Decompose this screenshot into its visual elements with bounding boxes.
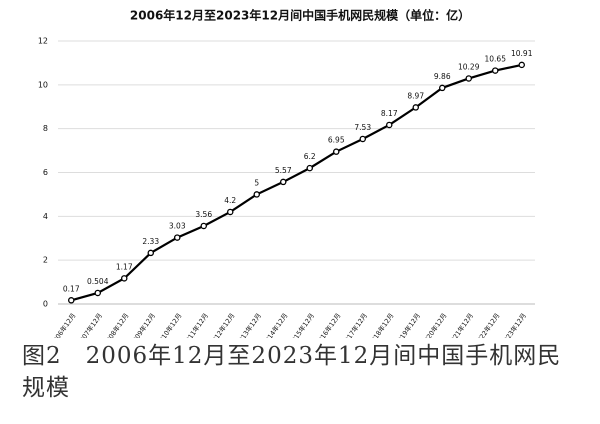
x-tick-label: 2010年12月 (154, 311, 183, 338)
line (70, 63, 522, 302)
y-tick-label: 0 (43, 300, 48, 309)
marker (306, 164, 313, 172)
figure-caption: 图2 2006年12月至2023年12月间中国手机网民规模 (22, 343, 562, 401)
value-label: 3.56 (195, 210, 212, 219)
value-label: 0.17 (63, 284, 80, 293)
x-tick-label: 2017年12月 (340, 311, 369, 338)
chart: 2006年12月至2023年12月间中国手机网民规模（单位：亿） 0 2 4 6 8 10… (38, 8, 535, 338)
y-tick-label: 8 (43, 124, 48, 133)
marker (226, 208, 234, 216)
marker (332, 148, 340, 155)
y-tick-label: 6 (43, 168, 48, 177)
chart-title: 2006年12月至2023年12月间中国手机网民规模（单位：亿） (130, 8, 470, 23)
marker (253, 191, 260, 198)
x-tick-label: 2011年12月 (181, 311, 210, 338)
x-tick-label: 2012年12月 (207, 311, 236, 338)
value-label: 8.17 (381, 109, 398, 118)
x-tick-label: 2008年12月 (101, 311, 130, 338)
marker (385, 121, 393, 129)
x-tick-label: 2007年12月 (75, 311, 104, 338)
marker (465, 75, 472, 82)
marker (438, 84, 446, 92)
value-label: 6.95 (328, 136, 345, 145)
x-tick-label: 2019年12月 (393, 311, 422, 338)
value-label: 6.2 (304, 152, 316, 161)
value-label: 10.91 (511, 49, 533, 58)
x-tick-label: 2014年12月 (260, 311, 289, 338)
value-label: 7.53 (354, 123, 371, 132)
x-tick-label: 2021年12月 (446, 311, 475, 338)
y-tick-label: 10 (38, 80, 48, 89)
value-label: 3.03 (169, 222, 186, 231)
marker (200, 222, 207, 230)
x-tick-label: 2015年12月 (287, 311, 316, 338)
x-tick-label: 2009年12月 (128, 311, 157, 338)
x-tick-label: 2018年12月 (366, 311, 395, 338)
value-label: 8.97 (407, 91, 424, 100)
value-label: 10.29 (458, 62, 480, 71)
x-tick-label: 2006年12月 (48, 311, 77, 338)
value-label: 2.33 (142, 237, 159, 246)
marker (68, 297, 75, 304)
y-tick-label: 12 (38, 37, 48, 46)
x-tick-label: 2020年12月 (419, 311, 448, 338)
marker (94, 289, 102, 297)
x-tick-label: 2016年12月 (313, 311, 342, 338)
marker (518, 61, 526, 69)
x-tick-label: 2022年12月 (472, 311, 501, 338)
value-label: 0.504 (87, 277, 109, 286)
y-tick-label: 4 (43, 212, 48, 221)
marker (491, 67, 499, 74)
x-tick-label: 2023年12月 (499, 311, 528, 338)
marker (173, 234, 181, 241)
x-tick-label: 2013年12月 (234, 311, 263, 338)
marker (279, 178, 287, 186)
value-label: 5.57 (275, 166, 292, 175)
value-label: 4.2 (224, 196, 236, 205)
value-label: 9.86 (434, 72, 451, 81)
marker (121, 275, 128, 282)
value-label: 5 (254, 178, 259, 187)
y-tick-label: 2 (43, 256, 48, 265)
marker (147, 249, 154, 257)
marker (412, 104, 419, 111)
value-label: 10.65 (485, 55, 507, 64)
marker (359, 135, 366, 143)
value-label: 1.17 (116, 262, 133, 271)
